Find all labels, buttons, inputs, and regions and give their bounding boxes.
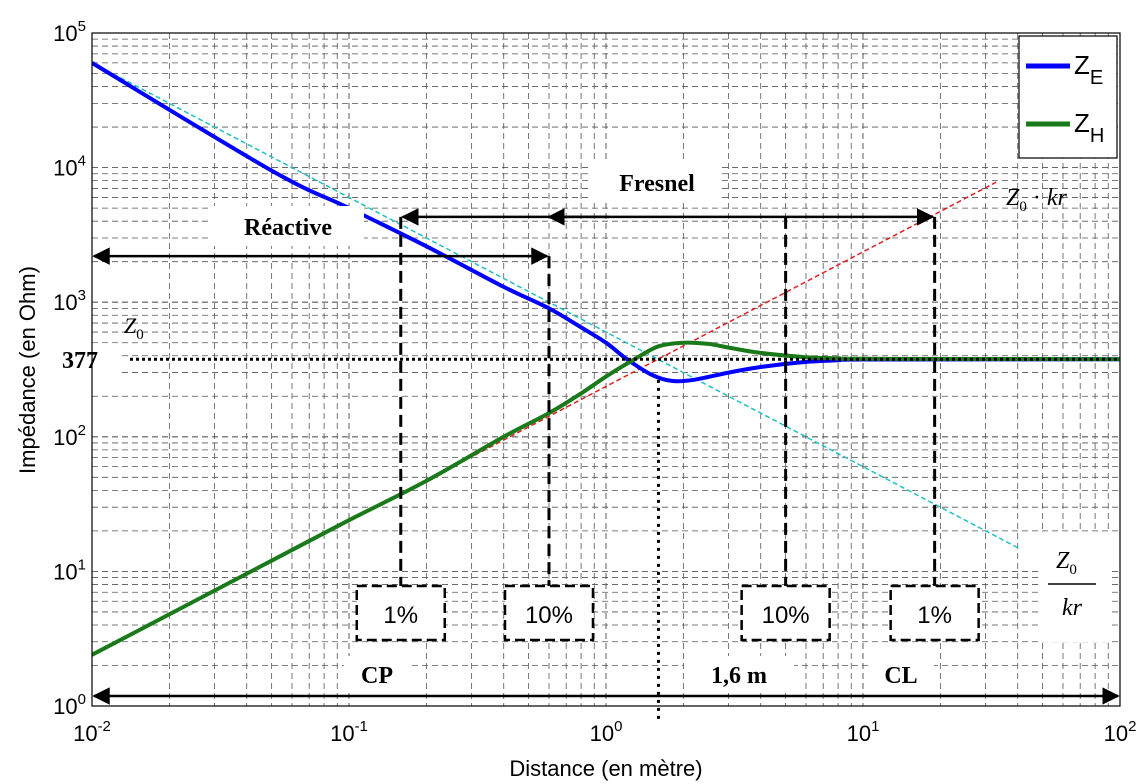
- legend: ZE ZH: [1018, 35, 1118, 159]
- y-tick-label: 102: [53, 422, 86, 450]
- tick-labels: 10-2 10-1 100 101 102 100 101 102 103 104 105: [53, 18, 1136, 746]
- z0-over-kr-numerator: Z0: [1056, 548, 1077, 578]
- cp-1pct-box: [355, 584, 447, 642]
- transition-label: 1,6 m: [711, 663, 767, 689]
- z0-label: Z0: [124, 313, 144, 343]
- series-line-zh: [92, 340, 1120, 657]
- cl-1pct-box: [889, 584, 980, 642]
- reactive-label: Réactive: [244, 215, 332, 241]
- z0-over-kr-denominator: kr: [1062, 595, 1083, 621]
- legend-label-ze: ZE: [1074, 50, 1103, 89]
- reactive-label-bg: [212, 206, 364, 246]
- x-tick-label: 10-1: [330, 718, 368, 746]
- level-label-bg: [58, 343, 118, 374]
- fraction-bg: [1040, 532, 1110, 642]
- cp-1pct-label: 1%: [383, 602, 418, 629]
- z0-kr-label: Z0 · kr: [1006, 185, 1068, 215]
- y-tick-label: 101: [53, 556, 86, 584]
- reactive-10pct-label: 10%: [525, 602, 573, 629]
- legend-box: [1018, 35, 1118, 159]
- cp-label-bg: [344, 656, 410, 690]
- cl-1pct-label: 1%: [917, 602, 952, 629]
- y-tick-label: 105: [53, 18, 86, 46]
- x-tick-label: 100: [590, 718, 623, 746]
- fresnel-label: Fresnel: [619, 171, 695, 197]
- x-tick-label: 10-2: [73, 718, 111, 746]
- y-axis-label: Impédance (en Ohm): [15, 266, 40, 474]
- reference-line: [92, 62, 1019, 549]
- reactive-10pct-box: [503, 584, 595, 642]
- plot-frame: [91, 32, 1121, 707]
- fresnel-10pct-label: 10%: [762, 602, 810, 629]
- x-tick-label: 102: [1104, 718, 1137, 746]
- fresnel-label-bg: [592, 162, 722, 202]
- fresnel-10pct-box: [740, 584, 831, 642]
- cl-label: CL: [884, 663, 917, 689]
- y-tick-label: 100: [53, 691, 86, 719]
- cp-label: CP: [361, 663, 393, 689]
- y-tick-label: 103: [53, 287, 86, 315]
- x-tick-label: 101: [847, 718, 880, 746]
- series-lines: [92, 61, 1120, 657]
- y-tick-label: 104: [53, 153, 86, 181]
- x-axis-label: Distance (en mètre): [509, 756, 702, 781]
- legend-label-zh: ZH: [1074, 108, 1104, 147]
- cl-label-bg: [868, 656, 934, 690]
- transition-label-bg: [684, 656, 794, 690]
